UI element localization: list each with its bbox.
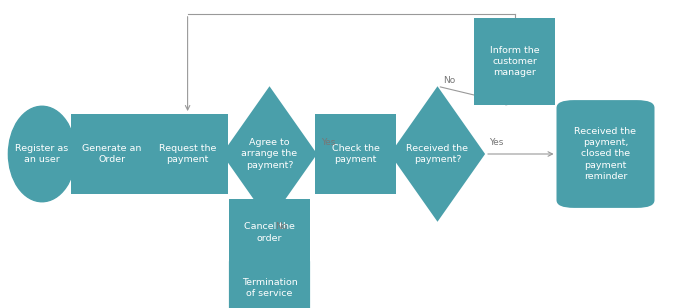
Polygon shape xyxy=(390,86,485,222)
Text: Inform the
customer
manager: Inform the customer manager xyxy=(490,46,539,77)
Text: Generate an
Order: Generate an Order xyxy=(83,144,141,164)
Text: Termination
of service: Termination of service xyxy=(241,278,298,298)
Text: Cancel the
order: Cancel the order xyxy=(244,222,295,243)
Ellipse shape xyxy=(8,106,76,202)
Text: No: No xyxy=(443,76,456,85)
Text: Yes: Yes xyxy=(489,138,504,147)
FancyBboxPatch shape xyxy=(71,114,153,194)
Text: Register as
an user: Register as an user xyxy=(15,144,69,164)
FancyBboxPatch shape xyxy=(147,114,228,194)
Polygon shape xyxy=(222,86,317,222)
Text: Received the
payment,
closed the
payment
reminder: Received the payment, closed the payment… xyxy=(575,127,636,181)
Text: Check the
payment: Check the payment xyxy=(332,144,379,164)
Text: Agree to
arrange the
payment?: Agree to arrange the payment? xyxy=(241,138,298,170)
Text: Yes: Yes xyxy=(321,138,336,147)
FancyBboxPatch shape xyxy=(556,100,654,208)
FancyBboxPatch shape xyxy=(229,199,310,266)
Text: Request the
payment: Request the payment xyxy=(159,144,216,164)
FancyBboxPatch shape xyxy=(474,18,555,105)
FancyBboxPatch shape xyxy=(229,254,310,308)
FancyBboxPatch shape xyxy=(315,114,396,194)
Text: Received the
payment?: Received the payment? xyxy=(407,144,468,164)
Text: No: No xyxy=(275,222,288,231)
